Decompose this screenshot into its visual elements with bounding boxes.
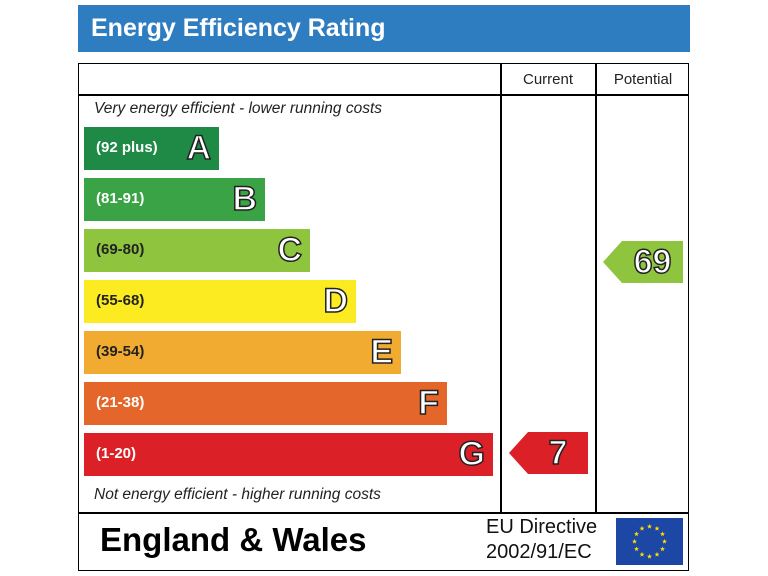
potential-arrow-shape bbox=[603, 241, 683, 283]
rating-band-a: (92 plus) A bbox=[84, 127, 219, 170]
title-bar: Energy Efficiency Rating bbox=[78, 5, 690, 52]
eu-star-icon bbox=[660, 531, 665, 537]
eu-star-icon bbox=[639, 525, 645, 531]
current-column-divider bbox=[500, 64, 502, 512]
band-letter-d: D bbox=[323, 281, 349, 321]
rating-band-b: (81-91) B bbox=[84, 178, 265, 221]
band-letter-g: G bbox=[458, 434, 486, 474]
band-letter-a: A bbox=[186, 128, 212, 168]
rating-band-d: (55-68) D bbox=[84, 280, 356, 323]
rating-frame bbox=[78, 63, 689, 571]
potential-column-header: Potential bbox=[613, 71, 673, 88]
band-range-g: (1-20) bbox=[96, 445, 137, 462]
top-caption: Very energy efficient - lower running co… bbox=[94, 100, 383, 117]
rating-band-f: (21-38) F bbox=[84, 382, 447, 425]
band-range-e: (39-54) bbox=[96, 343, 145, 360]
eu-flag-icon bbox=[616, 518, 683, 565]
rating-band-c: (69-80) C bbox=[84, 229, 310, 272]
eu-star-icon bbox=[632, 538, 637, 544]
band-range-b: (81-91) bbox=[96, 190, 145, 207]
current-arrow-shape bbox=[509, 432, 588, 474]
potential-rating-value: 69 bbox=[633, 242, 672, 282]
current-column-header: Current bbox=[522, 71, 574, 88]
region-label: England & Wales bbox=[100, 521, 367, 558]
rating-band-g: (1-20) G bbox=[84, 433, 493, 476]
eu-star-icon bbox=[647, 553, 652, 559]
eu-star-icon bbox=[654, 525, 660, 531]
eu-star-icon bbox=[662, 538, 667, 544]
eu-star-icon bbox=[634, 546, 639, 552]
eu-star-icon bbox=[634, 531, 639, 537]
bottom-caption: Not energy efficient - higher running co… bbox=[94, 486, 381, 503]
footer-divider bbox=[79, 512, 688, 514]
eu-directive: EU Directive 2002/91/EC bbox=[486, 515, 597, 565]
band-range-d: (55-68) bbox=[96, 292, 145, 309]
band-letter-b: B bbox=[232, 179, 258, 219]
band-range-c: (69-80) bbox=[96, 241, 145, 258]
eu-star-icon bbox=[639, 551, 645, 557]
eu-star-icon bbox=[647, 523, 652, 529]
directive-line-1: EU Directive bbox=[486, 516, 598, 538]
band-letter-f: F bbox=[417, 383, 439, 423]
band-range-f: (21-38) bbox=[96, 394, 145, 411]
eu-star-icon bbox=[660, 546, 665, 552]
band-range-a: (92 plus) bbox=[96, 139, 158, 156]
band-letter-e: E bbox=[370, 332, 394, 372]
directive-line-2: 2002/91/EC bbox=[486, 541, 592, 563]
header-divider bbox=[79, 94, 688, 96]
chart-title: Energy Efficiency Rating bbox=[91, 14, 386, 42]
rating-band-e: (39-54) E bbox=[84, 331, 401, 374]
current-rating-value: 7 bbox=[548, 433, 568, 473]
eu-star-icon bbox=[654, 551, 660, 557]
potential-rating-arrow: 69 bbox=[603, 241, 683, 283]
band-letter-c: C bbox=[277, 230, 303, 270]
current-rating-arrow: 7 bbox=[509, 432, 588, 474]
potential-column-divider bbox=[595, 64, 597, 512]
